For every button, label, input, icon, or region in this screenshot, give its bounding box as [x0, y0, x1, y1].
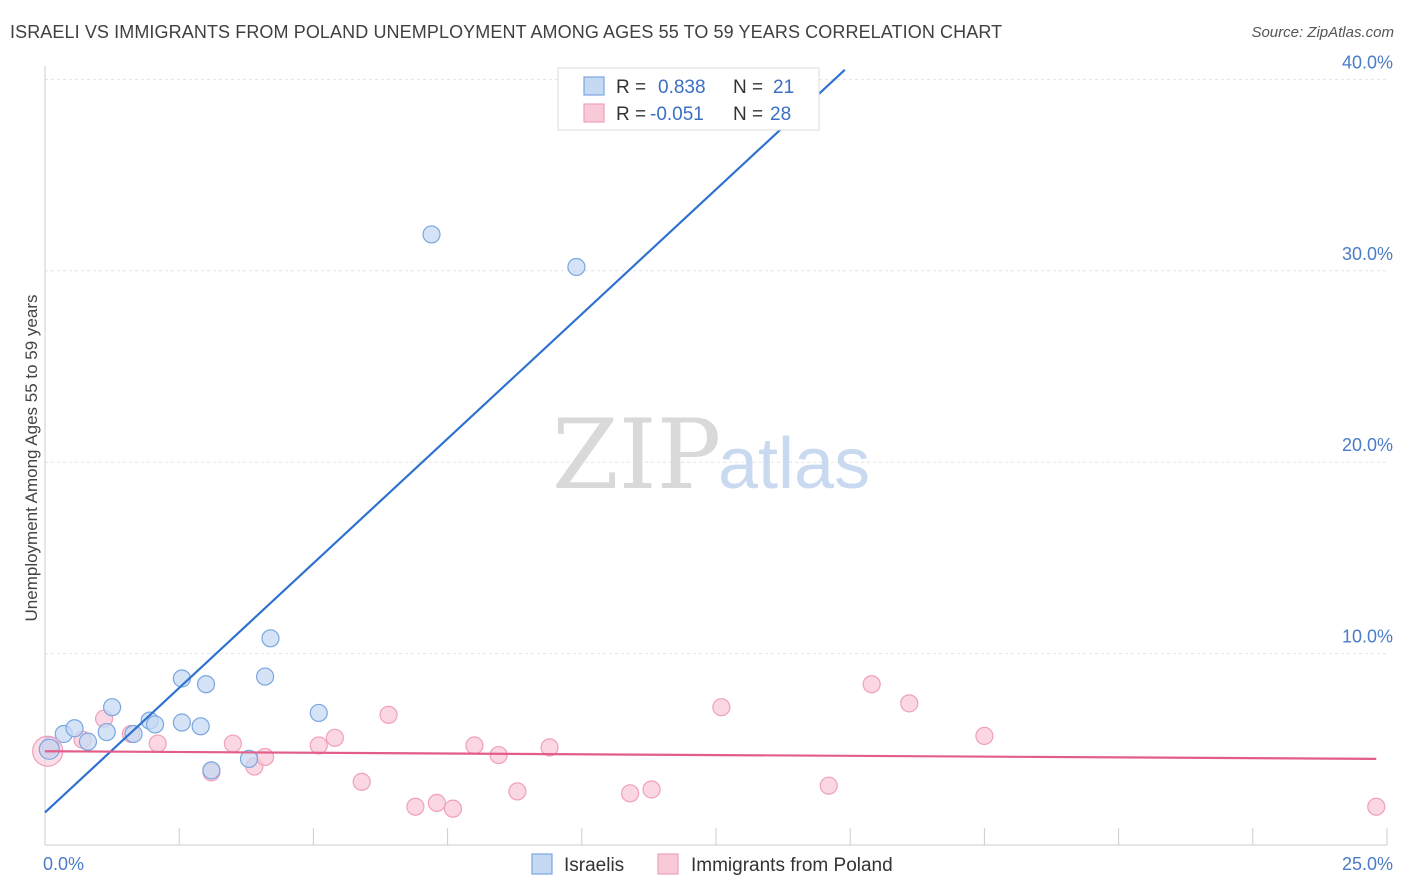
poland-point-24: [862, 675, 881, 694]
stats-swatch-israelis: [583, 76, 605, 96]
poland-point-14: [427, 793, 446, 812]
y-tick-label-0: 10.0%: [1342, 627, 1393, 647]
stats-r-label-israelis: R =: [616, 77, 646, 98]
watermark-atlas: atlas: [718, 424, 870, 504]
poland-point-4: [148, 734, 167, 753]
israelis-point-14: [239, 749, 259, 768]
source-credit: Source: ZipAtlas.com: [1251, 24, 1394, 41]
chart-title: ISRAELI VS IMMIGRANTS FROM POLAND UNEMPL…: [10, 22, 1003, 42]
poland-point-25: [900, 694, 919, 713]
poland-point-10: [325, 728, 344, 747]
poland-point-22: [712, 698, 731, 717]
poland-point-18: [508, 782, 527, 801]
poland-point-26: [975, 726, 994, 746]
legend-label-israelis: Israelis: [564, 855, 624, 876]
poland-point-8: [255, 747, 275, 767]
israelis-point-16: [261, 629, 280, 648]
grid: [45, 78, 1387, 655]
poland-point-11: [352, 772, 371, 791]
axes: [44, 66, 1388, 846]
poland-point-19: [540, 738, 559, 757]
israelis-point-17: [309, 703, 328, 723]
legend-swatch-israelis: [531, 853, 553, 875]
y-tick-label-2: 30.0%: [1342, 244, 1393, 264]
poland-point-16: [465, 736, 484, 755]
stats-r-value-israelis: 0.838: [658, 77, 706, 98]
watermark-zip: ZIP: [552, 399, 721, 511]
watermark: ZIP atlas: [552, 399, 870, 511]
israelis-point-2: [65, 719, 84, 738]
y-axis-label: Unemployment Among Ages 55 to 59 years: [22, 295, 41, 622]
poland-trend-line: [44, 750, 1377, 760]
poland-point-23: [819, 776, 838, 795]
poland-point-12: [379, 705, 398, 724]
stats-legend: R = 0.838 N = 21 R = -0.051 N = 28: [557, 67, 820, 131]
stats-n-value-poland: 28: [770, 104, 791, 125]
israelis-point-11: [191, 717, 210, 736]
stats-n-label-poland: N =: [733, 104, 763, 125]
israelis-point-15: [255, 667, 275, 686]
legend-swatch-poland: [657, 853, 679, 875]
y-tick-label-3: 40.0%: [1342, 52, 1393, 72]
poland-point-13: [406, 797, 425, 816]
trend-lines: [44, 69, 1377, 814]
israelis-point-19: [567, 257, 586, 277]
stats-r-label-poland: R =: [616, 104, 646, 125]
israelis-point-9: [172, 713, 191, 732]
data-points: [32, 225, 1386, 818]
legend-label-poland: Immigrants from Poland: [691, 855, 893, 876]
israelis-point-cluster: [38, 738, 60, 760]
poland-point-6: [223, 734, 242, 753]
y-tick-label-1: 20.0%: [1342, 435, 1393, 455]
poland-point-15: [443, 799, 463, 818]
israelis-point-12: [196, 675, 216, 694]
stats-n-label-israelis: N =: [733, 77, 763, 98]
stats-r-value-poland: -0.051: [650, 104, 704, 125]
israelis-point-3: [78, 732, 98, 751]
israelis-trend-line: [44, 69, 846, 814]
poland-point-27: [1367, 797, 1386, 816]
stats-swatch-poland: [583, 103, 605, 123]
israelis-point-5: [102, 698, 122, 717]
legend: Israelis Immigrants from Poland: [531, 853, 893, 876]
israelis-point-8: [145, 715, 165, 734]
israelis-point-6: [124, 724, 143, 744]
poland-point-20: [621, 784, 640, 803]
x-tick-label-0: 0.0%: [43, 854, 84, 874]
tick-labels: 10.0% 20.0% 30.0% 40.0% 0.0% 25.0%: [43, 52, 1393, 874]
stats-n-value-israelis: 21: [773, 77, 794, 98]
israelis-point-18: [422, 225, 441, 244]
poland-point-21: [642, 780, 661, 799]
israelis-point-4: [97, 722, 116, 742]
x-tick-label-1: 25.0%: [1342, 854, 1393, 874]
israelis-point-13: [202, 761, 221, 780]
poland-point-17: [489, 745, 508, 765]
poland-point-9: [309, 736, 328, 755]
